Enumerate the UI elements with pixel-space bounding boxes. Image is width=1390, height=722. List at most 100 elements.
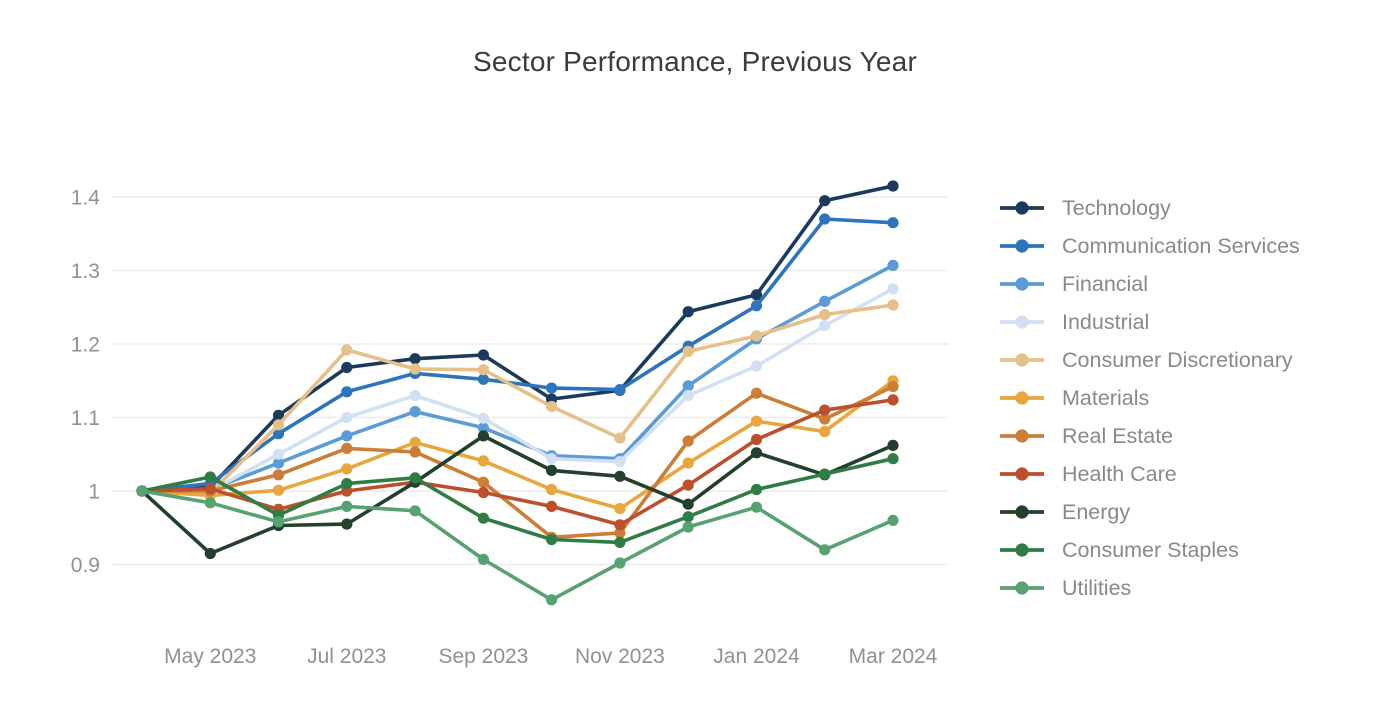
data-point-utilities xyxy=(682,521,694,533)
chart-title: Sector Performance, Previous Year xyxy=(473,46,917,77)
legend-label: Consumer Discretionary xyxy=(1062,347,1293,372)
y-tick-label: 1.4 xyxy=(71,187,101,210)
data-point-utilities xyxy=(409,505,421,517)
legend-swatch-icon xyxy=(1000,277,1044,291)
legend-label: Energy xyxy=(1062,499,1131,524)
legend-swatch-icon xyxy=(1000,467,1044,481)
data-point-industrial xyxy=(819,320,831,332)
legend-item-energy[interactable]: Energy xyxy=(999,493,1300,531)
legend-label: Communication Services xyxy=(1062,233,1300,258)
data-point-energy xyxy=(546,464,558,476)
data-point-technology xyxy=(409,353,421,365)
data-point-financial xyxy=(341,430,353,442)
data-point-industrial xyxy=(409,389,421,402)
data-point-financial xyxy=(819,295,831,307)
legend-label: Industrial xyxy=(1062,309,1150,334)
data-point-consumer-staples xyxy=(614,536,626,549)
legend-item-industrial[interactable]: Industrial xyxy=(999,303,1300,341)
data-point-utilities xyxy=(819,544,831,556)
x-tick-label: Jan 2024 xyxy=(713,645,800,668)
legend-item-communication-services[interactable]: Communication Services xyxy=(999,227,1300,265)
x-tick-label: Sep 2023 xyxy=(438,645,528,668)
data-point-communication-services xyxy=(546,382,558,394)
legend-item-financial[interactable]: Financial xyxy=(999,265,1300,303)
data-point-technology xyxy=(750,289,763,301)
data-point-real-estate xyxy=(887,381,899,393)
data-point-financial xyxy=(682,380,694,392)
series-line-health-care xyxy=(140,398,895,527)
legend-label: Materials xyxy=(1062,385,1150,410)
data-point-energy xyxy=(341,518,353,530)
data-point-energy xyxy=(887,439,899,451)
legend-swatch-icon xyxy=(1000,505,1044,519)
data-point-materials xyxy=(750,415,763,427)
legend: Technology Communication Services Financia… xyxy=(999,189,1300,607)
legend-swatch-icon xyxy=(1000,581,1044,595)
data-point-consumer-discretionary xyxy=(272,419,285,431)
legend-label: Utilities xyxy=(1062,575,1132,600)
legend-item-consumer-staples[interactable]: Consumer Staples xyxy=(999,531,1300,569)
data-point-consumer-staples xyxy=(819,468,831,480)
series-line-technology xyxy=(140,184,895,493)
series-line-energy xyxy=(140,434,895,556)
data-point-health-care xyxy=(204,483,216,495)
y-tick-label: 1 xyxy=(88,481,100,504)
series-line-consumer-discretionary xyxy=(140,303,895,496)
data-point-communication-services xyxy=(341,386,353,398)
legend-label: Health Care xyxy=(1062,461,1177,486)
data-point-financial xyxy=(409,406,421,418)
data-point-consumer-staples xyxy=(546,533,558,546)
data-point-real-estate xyxy=(341,442,353,454)
legend-item-utilities[interactable]: Utilities xyxy=(999,569,1300,607)
data-point-health-care xyxy=(750,433,763,446)
data-point-materials xyxy=(614,503,626,515)
data-point-consumer-staples xyxy=(887,453,899,465)
series-line-utilities xyxy=(140,489,895,602)
legend-swatch-icon xyxy=(1000,391,1044,405)
data-point-materials xyxy=(546,483,558,496)
data-point-real-estate xyxy=(272,469,285,481)
data-point-industrial xyxy=(750,360,763,372)
y-tick-label: 1.1 xyxy=(71,407,100,430)
legend-item-materials[interactable]: Materials xyxy=(999,379,1300,417)
data-point-health-care xyxy=(477,486,489,499)
data-point-real-estate xyxy=(682,435,694,447)
data-point-health-care xyxy=(546,500,558,512)
data-point-communication-services xyxy=(750,300,763,312)
data-point-consumer-discretionary xyxy=(614,432,626,444)
data-point-consumer-staples xyxy=(341,478,353,490)
data-point-consumer-staples xyxy=(409,472,421,484)
data-point-consumer-staples xyxy=(750,483,763,496)
data-point-materials xyxy=(819,425,831,438)
legend-item-real-estate[interactable]: Real Estate xyxy=(999,417,1300,455)
data-point-real-estate xyxy=(409,446,421,458)
data-point-industrial xyxy=(614,456,626,468)
y-tick-label: 1.2 xyxy=(71,334,100,357)
legend-label: Real Estate xyxy=(1062,423,1174,448)
legend-item-consumer-discretionary[interactable]: Consumer Discretionary xyxy=(999,341,1300,379)
data-point-materials xyxy=(341,463,353,475)
data-point-industrial xyxy=(477,412,489,424)
legend-swatch-icon xyxy=(1000,239,1044,253)
legend-swatch-icon xyxy=(1000,543,1044,557)
data-point-materials xyxy=(682,457,694,469)
data-point-utilities xyxy=(136,485,148,497)
data-point-technology xyxy=(682,306,694,318)
data-point-consumer-staples xyxy=(204,471,216,483)
data-point-health-care xyxy=(887,394,899,406)
x-tick-label: Nov 2023 xyxy=(575,645,665,668)
x-tick-label: May 2023 xyxy=(164,645,256,668)
data-point-industrial xyxy=(887,283,899,295)
series-line-consumer-staples xyxy=(140,456,895,545)
data-point-consumer-discretionary xyxy=(477,364,489,376)
series-line-industrial xyxy=(140,287,895,493)
data-point-utilities xyxy=(614,557,626,569)
data-point-consumer-discretionary xyxy=(750,330,763,342)
data-point-financial xyxy=(477,422,489,434)
legend-item-health-care[interactable]: Health Care xyxy=(999,455,1300,493)
data-point-energy xyxy=(750,447,763,459)
data-point-communication-services xyxy=(819,213,831,225)
data-point-health-care xyxy=(614,519,626,531)
legend-label: Financial xyxy=(1062,271,1149,296)
legend-item-technology[interactable]: Technology xyxy=(999,189,1300,227)
